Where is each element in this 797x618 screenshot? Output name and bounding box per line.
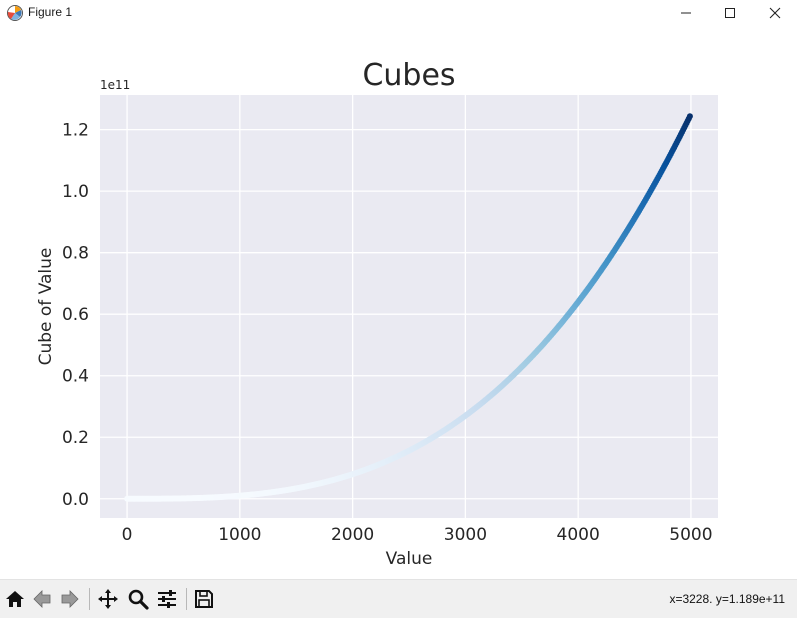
x-tick-label: 4000 [557, 525, 600, 545]
window-titlebar: Figure 1 [0, 0, 797, 27]
close-icon [769, 7, 781, 19]
x-tick-labels: 0 1000 2000 3000 4000 5000 [122, 525, 713, 545]
back-button[interactable] [30, 587, 54, 611]
maximize-button[interactable] [707, 0, 753, 26]
y-tick-label: 0.4 [62, 367, 89, 387]
x-tick-label: 3000 [444, 525, 487, 545]
scatter-chart: 0 1000 2000 3000 4000 5000 0.0 0.2 0.4 0.6 0.8 1.0… [36, 58, 718, 569]
close-button[interactable] [752, 0, 797, 26]
home-icon [6, 591, 24, 607]
navigation-toolbar: x=3228. y=1.189e+11 [0, 579, 797, 618]
y-tick-label: 1.2 [62, 121, 89, 141]
pan-button[interactable] [96, 587, 120, 611]
y-tick-labels: 0.0 0.2 0.4 0.6 0.8 1.0 1.2 [62, 121, 89, 510]
x-tick-label: 1000 [218, 525, 261, 545]
x-axis-label: Value [386, 549, 433, 569]
window-title: Figure 1 [28, 5, 73, 19]
x-tick-label: 5000 [669, 525, 712, 545]
y-tick-label: 0.2 [62, 428, 89, 448]
maximize-icon [725, 8, 735, 18]
configure-subplots-icon [158, 590, 176, 608]
toolbar-separator [186, 588, 187, 610]
cursor-coordinates: x=3228. y=1.189e+11 [669, 592, 785, 606]
save-floppy-icon [195, 590, 213, 608]
forward-button[interactable] [58, 587, 82, 611]
zoom-button[interactable] [126, 587, 150, 611]
y-axis-label: Cube of Value [36, 248, 56, 366]
toolbar-separator [89, 588, 90, 610]
minimize-icon [681, 12, 691, 14]
y-tick-label: 0.6 [62, 305, 89, 325]
y-tick-label: 0.8 [62, 244, 89, 264]
matplotlib-logo-icon [7, 5, 23, 21]
minimize-button[interactable] [663, 0, 709, 26]
x-tick-label: 0 [122, 525, 133, 545]
figure-canvas[interactable]: 0 1000 2000 3000 4000 5000 0.0 0.2 0.4 0.6 0.8 1.0… [0, 27, 797, 577]
y-offset-label: 1e11 [100, 78, 130, 92]
back-arrow-icon [33, 590, 51, 608]
data-point [686, 113, 693, 120]
x-tick-label: 2000 [331, 525, 374, 545]
zoom-magnifier-icon [128, 589, 149, 610]
forward-arrow-icon [61, 590, 79, 608]
y-tick-label: 0.0 [62, 490, 89, 510]
home-button[interactable] [3, 587, 27, 611]
chart-title: Cubes [362, 58, 455, 93]
data-points [124, 113, 693, 502]
save-button[interactable] [192, 587, 216, 611]
configure-subplots-button[interactable] [155, 587, 179, 611]
plot-area [100, 95, 718, 518]
y-tick-label: 1.0 [62, 182, 89, 202]
grid-lines [100, 95, 718, 518]
pan-move-icon [98, 589, 118, 609]
